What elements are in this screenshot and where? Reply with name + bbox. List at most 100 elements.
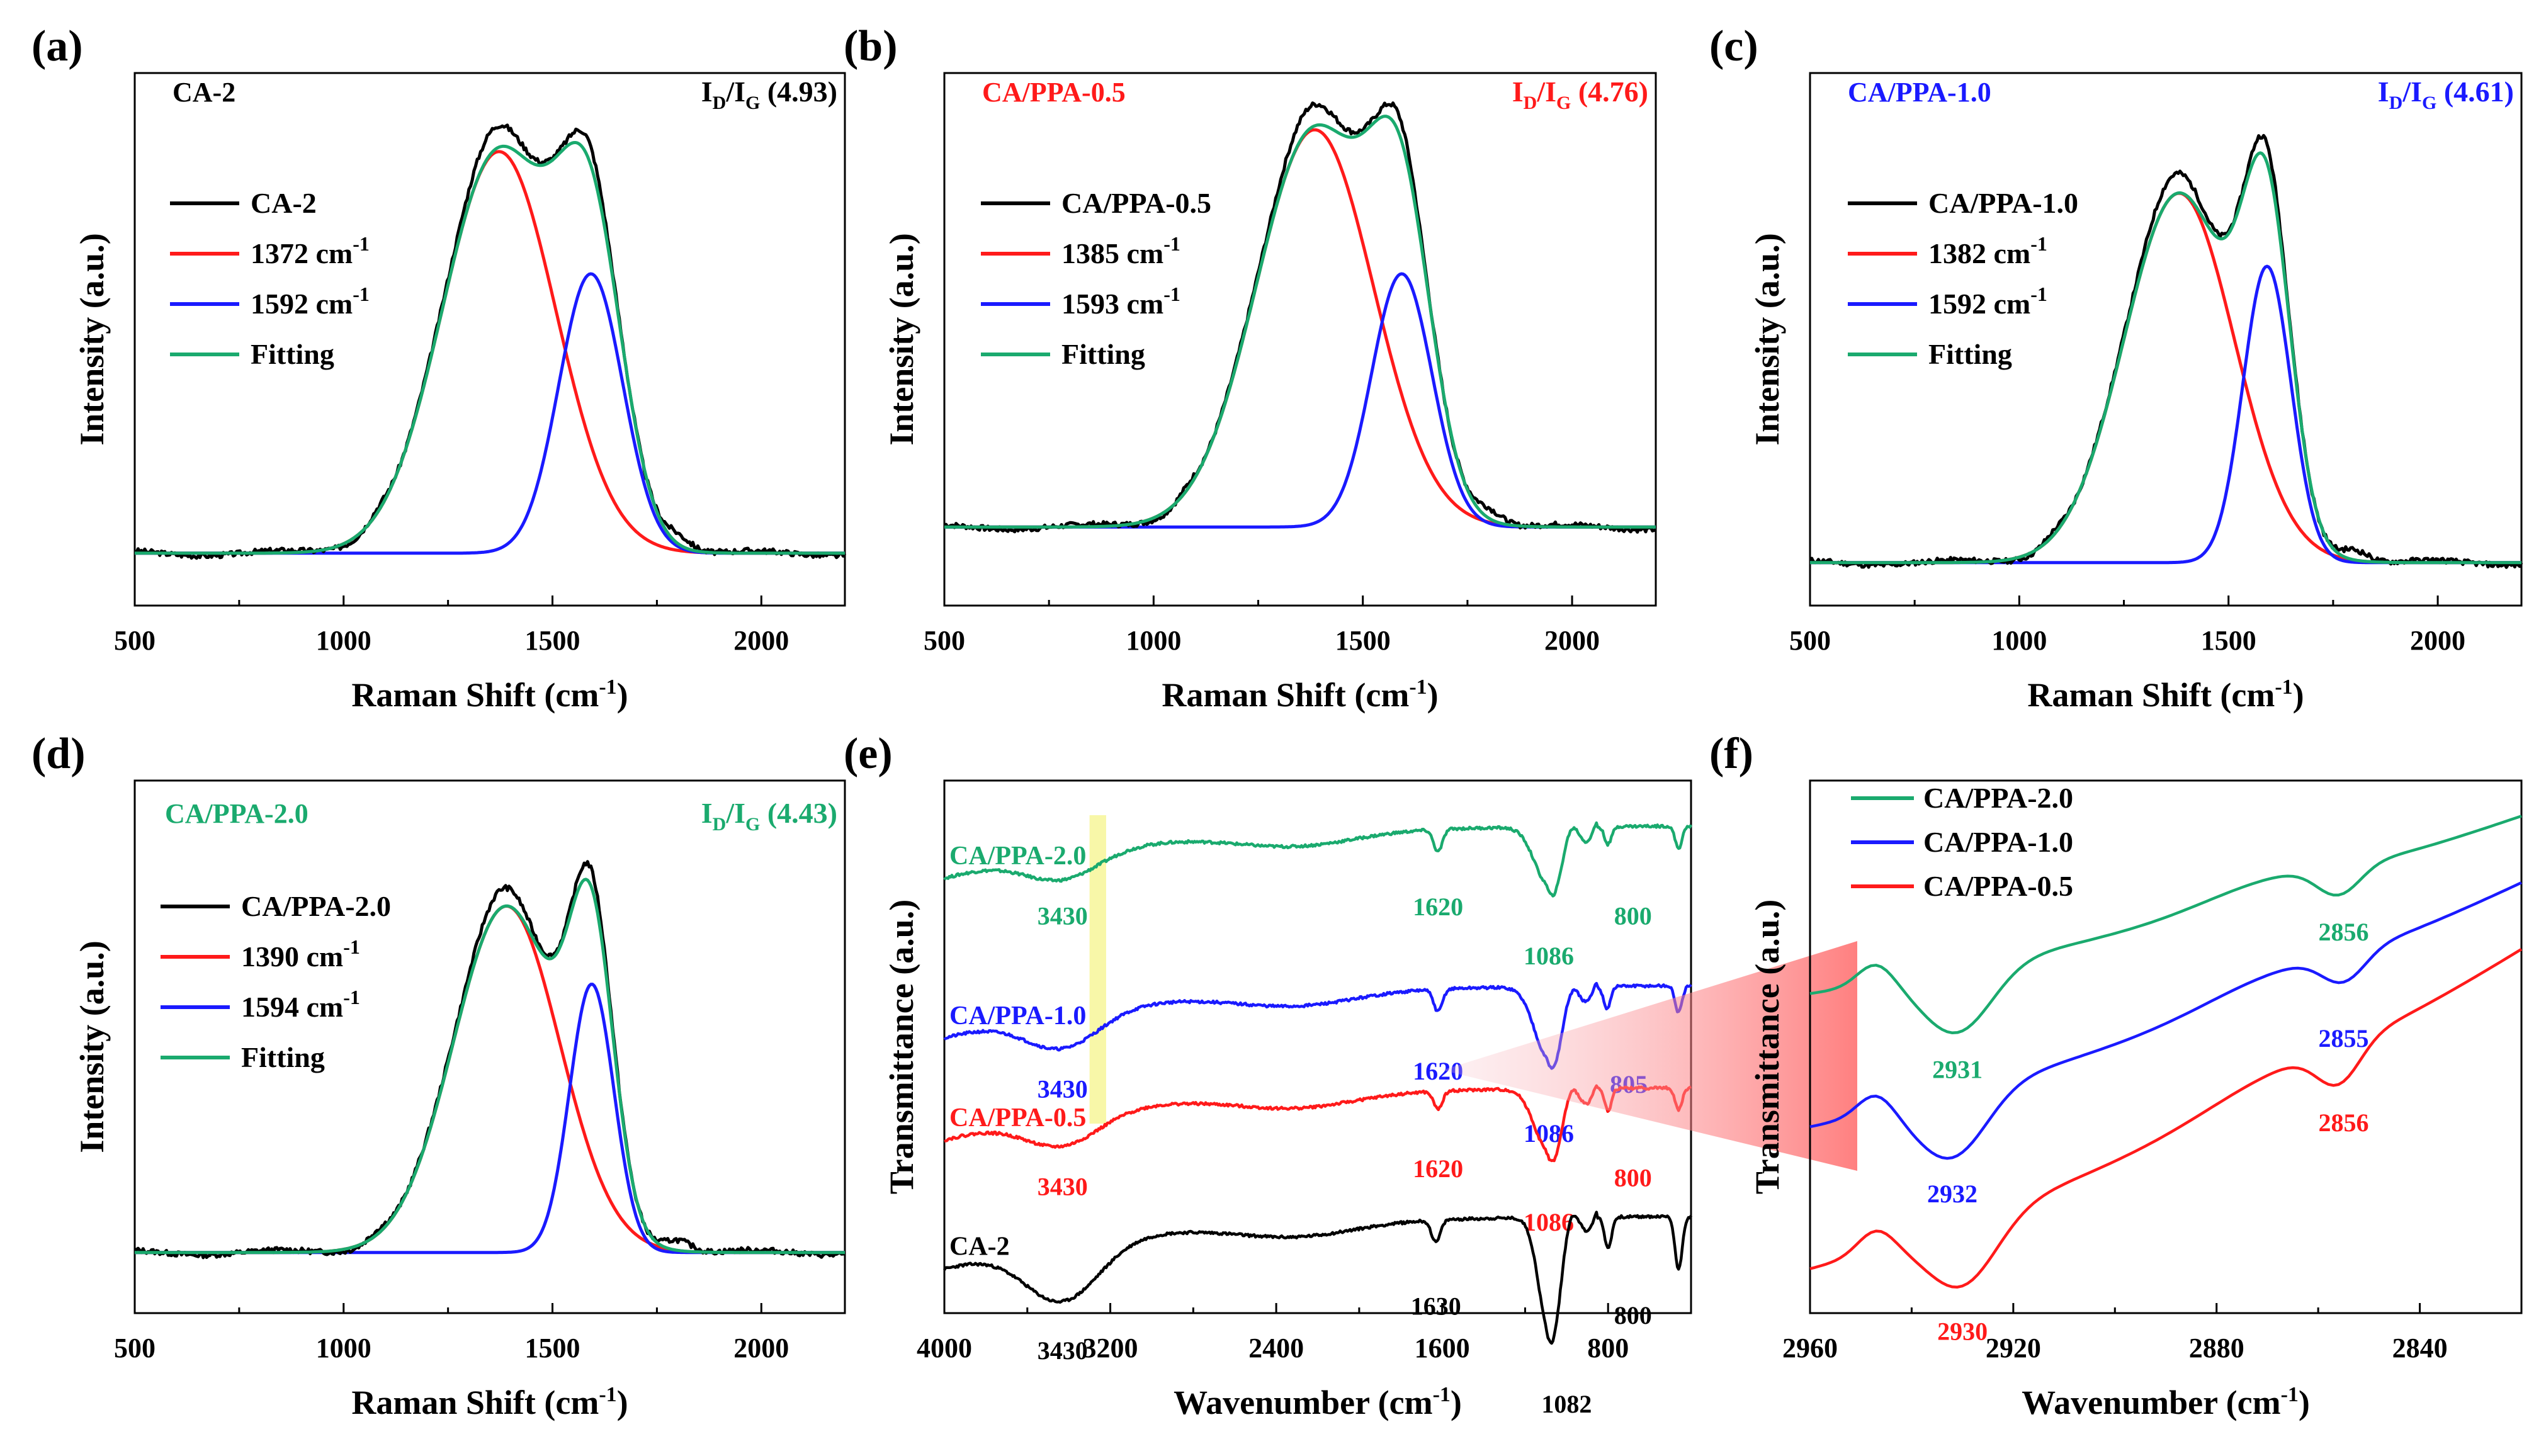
y-axis-label: Intensity (a.u.) [883,233,920,446]
band-label: 3430 [1038,1336,1088,1365]
plot-frame [1809,779,2523,1314]
legend-entry: CA/PPA-2.0 [241,890,391,922]
y-axis-label: Transmittance (a.u.) [883,900,920,1194]
ftir-spectrum-line [944,1084,1692,1163]
x-tick-label: 2920 [1986,1333,2041,1363]
band-label: 3430 [1038,1172,1088,1200]
band-label: 2856 [2319,918,2369,946]
panel-label: (d) [31,730,86,778]
legend-entry: CA/PPA-1.0 [1928,187,2078,219]
ftir-spectrum-line [943,981,1692,1070]
x-tick-label: 800 [1587,1333,1629,1363]
band-label: 1082 [1541,1390,1592,1418]
y-axis-label: Intensity (a.u.) [1748,233,1786,446]
id-ig-ratio: ID/IG (4.61) [2378,76,2514,113]
plot-frame [133,779,846,1314]
band-label: 1086 [1524,1208,1574,1236]
legend-entry: 1372 cm-1 [251,232,370,269]
sample-title: CA/PPA-1.0 [1848,77,1991,108]
x-tick-label: 2000 [733,625,789,656]
sample-title: CA-2 [173,77,235,108]
band-label: 800 [1614,901,1652,930]
legend-entry: Fitting [251,338,334,370]
plot-frame [1809,72,2523,607]
sample-title: CA/PPA-2.0 [165,798,308,829]
legend-entry: CA/PPA-1.0 [1923,826,2073,858]
ftir-zoom-line [1809,815,2522,1035]
y-axis-label: Intensity (a.u.) [73,233,111,446]
x-tick-label: 2000 [733,1333,789,1363]
panel-label: (c) [1709,22,1758,71]
id-ig-ratio: ID/IG (4.93) [701,76,837,113]
band-label: 1620 [1413,893,1463,921]
raman-panel-a: 500 1000 1500 2000 Raman Shift (cm-1) Intensi… [31,22,847,714]
sample-title: CA/PPA-0.5 [982,77,1126,108]
x-axis-label: Wavenumber (cm-1) [1174,1383,1462,1421]
series-label: CA/PPA-0.5 [949,1103,1086,1132]
raw-spectrum-line [944,101,1656,534]
band-label: 1630 [1411,1292,1461,1321]
raman-panel-b: 500 1000 1500 2000 Raman Shift (cm-1) Intensi… [844,22,1657,714]
legend-entry: Fitting [241,1041,325,1073]
series-label: CA-2 [949,1233,1010,1261]
x-tick-label: 2000 [2410,625,2465,656]
band-label: 800 [1614,1301,1652,1329]
x-tick-label: 3200 [1083,1333,1138,1363]
band-label: 2932 [1927,1180,1977,1208]
ftir-zoom-line [1809,881,2522,1160]
d-band-fit-line [1810,191,2521,565]
legend-entry: 1594 cm-1 [241,986,360,1023]
id-ig-ratio: ID/IG (4.43) [701,797,837,835]
x-tick-label: 500 [924,625,965,656]
band-label: 1086 [1524,1119,1574,1148]
x-tick-label: 2840 [2392,1333,2448,1363]
legend-entry: 1593 cm-1 [1061,283,1180,320]
band-label: 3430 [1038,1075,1088,1103]
ftir-spectrum-line [943,821,1693,898]
g-band-fit-line [135,272,845,555]
fitting-line [135,141,845,555]
g-band-fit-line [1810,264,2521,565]
fitting-line [1810,151,2521,565]
legend-entry: 1385 cm-1 [1061,232,1180,269]
legend-entry: 1592 cm-1 [251,283,370,320]
legend-entry: CA/PPA-0.5 [1061,187,1211,219]
band-label: 3430 [1038,901,1088,930]
raman-panel-c: 500 1000 1500 2000 Raman Shift (cm-1) Intensi… [1709,22,2523,714]
fitting-line [944,115,1656,529]
x-axis-label: Raman Shift (cm-1) [351,1383,628,1421]
legend-entry: Fitting [1928,338,2012,370]
series-label: CA/PPA-1.0 [949,1002,1086,1030]
x-axis-label: Raman Shift (cm-1) [351,675,628,714]
x-tick-label: 500 [114,625,156,656]
ftir-spectrum-line [942,1211,1692,1345]
x-tick-label: 1000 [316,625,371,656]
band-label: 2856 [2319,1109,2369,1137]
zoom-wedge [1442,941,1857,1171]
raw-spectrum-line [1809,133,2523,569]
x-tick-label: 1000 [1991,625,2047,656]
x-tick-label: 1500 [525,1333,580,1363]
x-tick-label: 2880 [2189,1333,2244,1363]
raw-spectrum-line [134,123,847,560]
x-axis-label: Wavenumber (cm-1) [2022,1383,2310,1421]
x-tick-label: 2400 [1248,1333,1304,1363]
legend-entry: 1592 cm-1 [1928,283,2047,320]
d-band-fit-line [944,128,1656,529]
x-tick-label: 1000 [316,1333,371,1363]
legend-entry: CA/PPA-2.0 [1923,782,2073,814]
band-label: 2931 [1932,1055,1983,1083]
ftir-zoom-line [1809,947,2523,1289]
series-label: CA/PPA-2.0 [949,842,1086,871]
band-label: 800 [1614,1163,1652,1192]
y-axis-label: Intensity (a.u.) [73,940,111,1153]
legend-entry: CA/PPA-0.5 [1923,870,2073,902]
band-label: 1620 [1413,1154,1463,1183]
plot-frame [943,72,1657,607]
panel-label: (b) [844,22,898,71]
band-label: 1086 [1524,942,1574,970]
x-tick-label: 500 [1789,625,1831,656]
x-tick-label: 4000 [917,1333,972,1363]
g-band-fit-line [944,272,1656,529]
